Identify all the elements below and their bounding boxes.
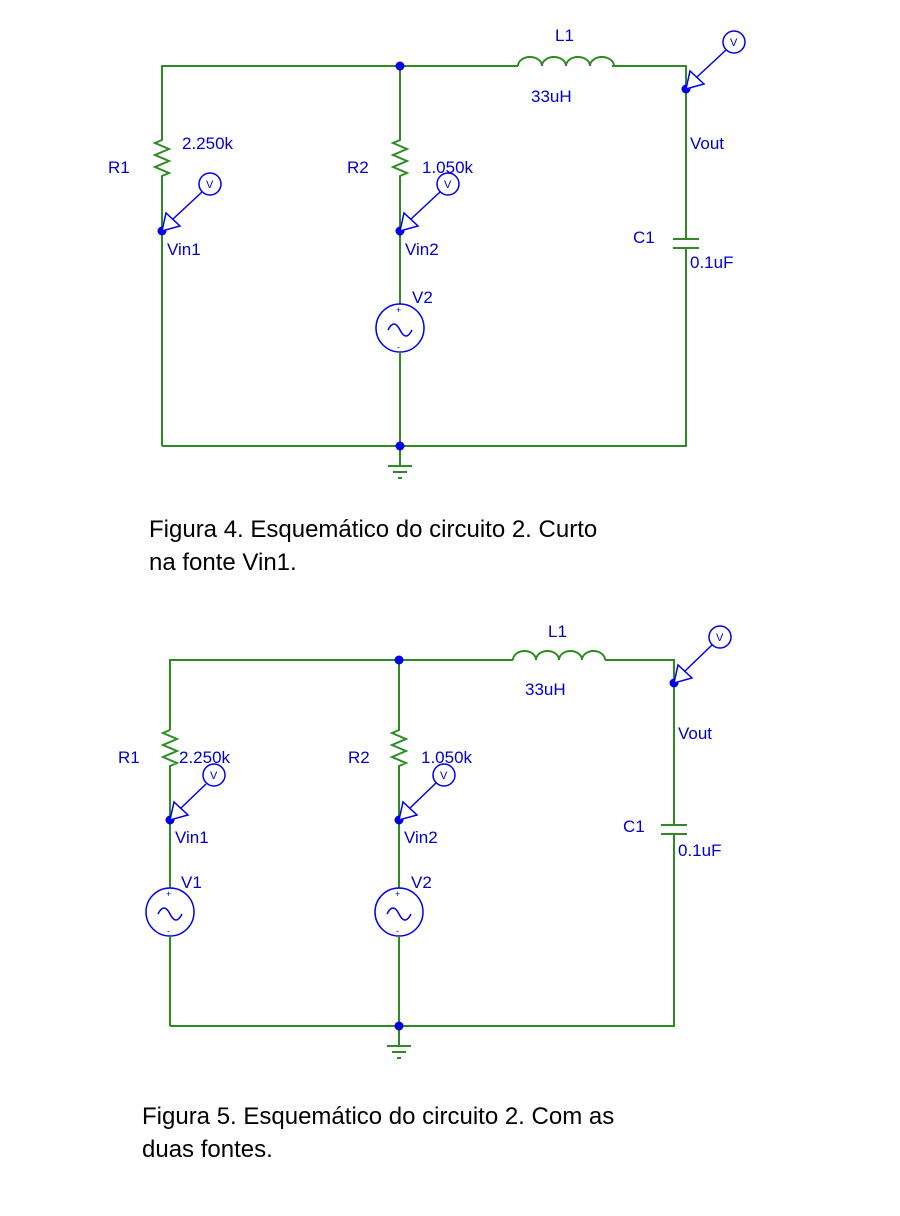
l1-value: 33uH bbox=[531, 87, 572, 106]
junction-dot bbox=[395, 61, 405, 71]
r2-value: 1.050k bbox=[421, 748, 473, 767]
resistor-r1: R1 2.250k bbox=[108, 130, 234, 182]
c1-value: 0.1uF bbox=[690, 253, 733, 272]
l1-name: L1 bbox=[548, 622, 567, 641]
r2-value: 1.050k bbox=[422, 158, 474, 177]
v1-name: V1 bbox=[181, 873, 202, 892]
schematic-figure-5: R1 2.250k R2 1.050k L1 33uH C1 0.1uF + -… bbox=[118, 622, 732, 1059]
junction-dot bbox=[394, 655, 404, 665]
resistor-r1: R1 2.250k bbox=[118, 729, 231, 768]
r1-value: 2.250k bbox=[179, 748, 231, 767]
wires bbox=[161, 65, 687, 466]
voltage-probe-vin2: V Vin2 bbox=[394, 763, 456, 847]
inductor-l1: L1 33uH bbox=[495, 26, 615, 106]
l1-name: L1 bbox=[555, 26, 574, 45]
voltage-probe-vout: V Vout bbox=[681, 30, 746, 153]
capacitor-c1: C1 0.1uF bbox=[623, 796, 721, 860]
junction-dot bbox=[395, 441, 405, 451]
r1-value: 2.250k bbox=[182, 134, 234, 153]
voltage-source-v1: + - V1 bbox=[145, 873, 202, 938]
wires bbox=[169, 659, 675, 1046]
voltage-source-v2: + - V2 bbox=[374, 873, 432, 938]
node-label-vin2: Vin2 bbox=[404, 828, 438, 847]
capacitor-c1: C1 0.1uF bbox=[633, 208, 733, 272]
v2-plus: + bbox=[396, 305, 401, 315]
v2-minus: - bbox=[397, 342, 400, 352]
schematic-figure-4: R1 2.250k R2 1.050k L1 33uH C1 0.1uF + -… bbox=[108, 26, 746, 479]
r1-name: R1 bbox=[108, 158, 130, 177]
probe-letter: V bbox=[730, 37, 738, 49]
figure-5-caption: Figura 5. Esquemático do circuito 2. Com… bbox=[142, 1100, 722, 1166]
c1-name: C1 bbox=[623, 817, 645, 836]
probe-letter: V bbox=[206, 179, 214, 191]
v2-plus: + bbox=[395, 889, 400, 899]
ground-symbol bbox=[388, 465, 412, 479]
caption-line: na fonte Vin1. bbox=[149, 549, 297, 576]
v1-minus: - bbox=[167, 926, 170, 936]
voltage-probe-vin1: V Vin1 bbox=[165, 763, 226, 847]
probe-letter: V bbox=[716, 632, 724, 644]
resistor-r2: R2 1.050k bbox=[348, 728, 473, 768]
r1-name: R1 bbox=[118, 748, 140, 767]
voltage-source-v2: + - V2 bbox=[375, 288, 433, 358]
voltage-probe-vin2: V Vin2 bbox=[395, 172, 460, 259]
voltage-probe-vin1: V Vin1 bbox=[157, 172, 222, 259]
probe-letter: V bbox=[444, 179, 452, 191]
c1-name: C1 bbox=[633, 228, 655, 247]
inductor-l1: L1 33uH bbox=[490, 622, 607, 699]
c1-value: 0.1uF bbox=[678, 841, 721, 860]
ground-symbol bbox=[387, 1045, 411, 1059]
v2-name: V2 bbox=[411, 873, 432, 892]
l1-value: 33uH bbox=[525, 680, 566, 699]
caption-line: duas fontes. bbox=[142, 1136, 273, 1163]
node-label-vout: Vout bbox=[678, 724, 712, 743]
r2-name: R2 bbox=[347, 158, 369, 177]
v2-minus: - bbox=[396, 926, 399, 936]
node-label-vin2: Vin2 bbox=[405, 240, 439, 259]
caption-line: Figura 4. Esquemático do circuito 2. Cur… bbox=[149, 516, 598, 543]
v2-name: V2 bbox=[412, 288, 433, 307]
voltage-probe-vout: V Vout bbox=[669, 625, 732, 743]
v1-plus: + bbox=[166, 889, 171, 899]
node-label-vin1: Vin1 bbox=[175, 828, 209, 847]
node-label-vout: Vout bbox=[690, 134, 724, 153]
resistor-r2: R2 1.050k bbox=[347, 130, 474, 182]
r2-name: R2 bbox=[348, 748, 370, 767]
node-label-vin1: Vin1 bbox=[167, 240, 201, 259]
figure-4-caption: Figura 4. Esquemático do circuito 2. Cur… bbox=[149, 513, 709, 579]
caption-line: Figura 5. Esquemático do circuito 2. Com… bbox=[142, 1103, 615, 1130]
probe-letter: V bbox=[440, 770, 448, 782]
junction-dot bbox=[394, 1021, 404, 1031]
probe-letter: V bbox=[210, 770, 218, 782]
